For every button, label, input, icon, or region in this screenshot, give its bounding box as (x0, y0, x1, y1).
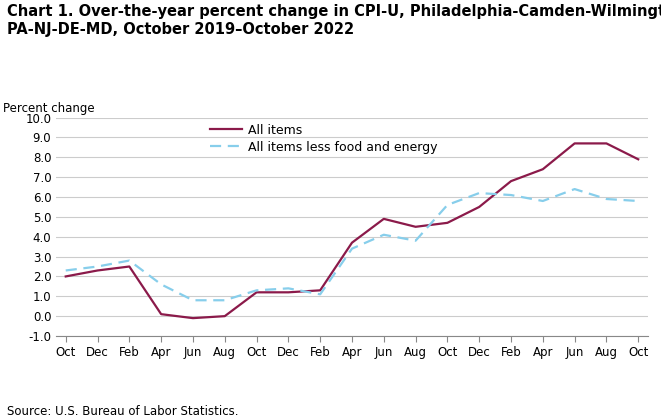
All items less food and energy (189, 298, 197, 303)
Line: All items: All items (65, 143, 639, 318)
All items less food and energy (316, 292, 324, 297)
All items less food and energy (94, 264, 102, 269)
All items (412, 224, 420, 229)
All items (570, 141, 578, 146)
Line: All items less food and energy: All items less food and energy (65, 189, 639, 300)
All items (157, 312, 165, 317)
All items less food and energy (539, 199, 547, 204)
All items less food and energy (348, 246, 356, 251)
All items (602, 141, 610, 146)
All items less food and energy (602, 197, 610, 202)
All items (380, 216, 388, 221)
All items less food and energy (475, 191, 483, 196)
All items less food and energy (61, 268, 69, 273)
All items less food and energy (157, 282, 165, 287)
Legend: All items, All items less food and energy: All items, All items less food and energ… (210, 124, 438, 154)
Text: Percent change: Percent change (3, 102, 95, 116)
All items less food and energy (253, 288, 260, 293)
All items less food and energy (380, 232, 388, 237)
All items less food and energy (221, 298, 229, 303)
All items (126, 264, 134, 269)
All items less food and energy (570, 186, 578, 192)
All items (253, 290, 260, 295)
All items (284, 290, 292, 295)
All items less food and energy (507, 192, 515, 197)
All items less food and energy (444, 202, 451, 207)
All items (475, 205, 483, 210)
Text: Chart 1. Over-the-year percent change in CPI-U, Philadelphia-Camden-Wilmington,
: Chart 1. Over-the-year percent change in… (7, 4, 661, 37)
All items (94, 268, 102, 273)
All items less food and energy (412, 238, 420, 243)
All items (189, 315, 197, 320)
All items (348, 240, 356, 245)
All items (316, 288, 324, 293)
All items less food and energy (635, 199, 642, 204)
All items less food and energy (284, 286, 292, 291)
All items (635, 157, 642, 162)
All items (61, 274, 69, 279)
All items (539, 167, 547, 172)
All items (444, 220, 451, 226)
All items (507, 178, 515, 184)
All items (221, 314, 229, 319)
Text: Source: U.S. Bureau of Labor Statistics.: Source: U.S. Bureau of Labor Statistics. (7, 405, 238, 418)
All items less food and energy (126, 258, 134, 263)
